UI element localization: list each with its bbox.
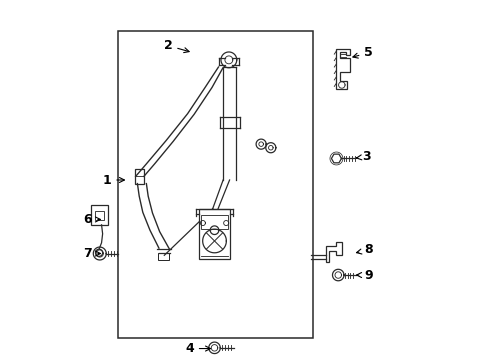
Bar xyxy=(91,205,108,225)
Text: 6: 6 xyxy=(84,213,100,226)
Text: 4: 4 xyxy=(185,342,211,355)
Text: 5: 5 xyxy=(353,46,373,59)
Bar xyxy=(135,169,144,184)
Bar xyxy=(201,215,228,229)
Text: 1: 1 xyxy=(102,174,124,186)
Polygon shape xyxy=(326,242,342,262)
Text: 7: 7 xyxy=(84,247,100,260)
Text: 9: 9 xyxy=(357,269,373,282)
Bar xyxy=(199,209,230,259)
Bar xyxy=(158,253,169,260)
Text: 3: 3 xyxy=(356,150,371,163)
Text: 2: 2 xyxy=(164,39,189,53)
Text: 8: 8 xyxy=(357,243,373,256)
Bar xyxy=(118,31,313,338)
Bar xyxy=(96,211,104,220)
